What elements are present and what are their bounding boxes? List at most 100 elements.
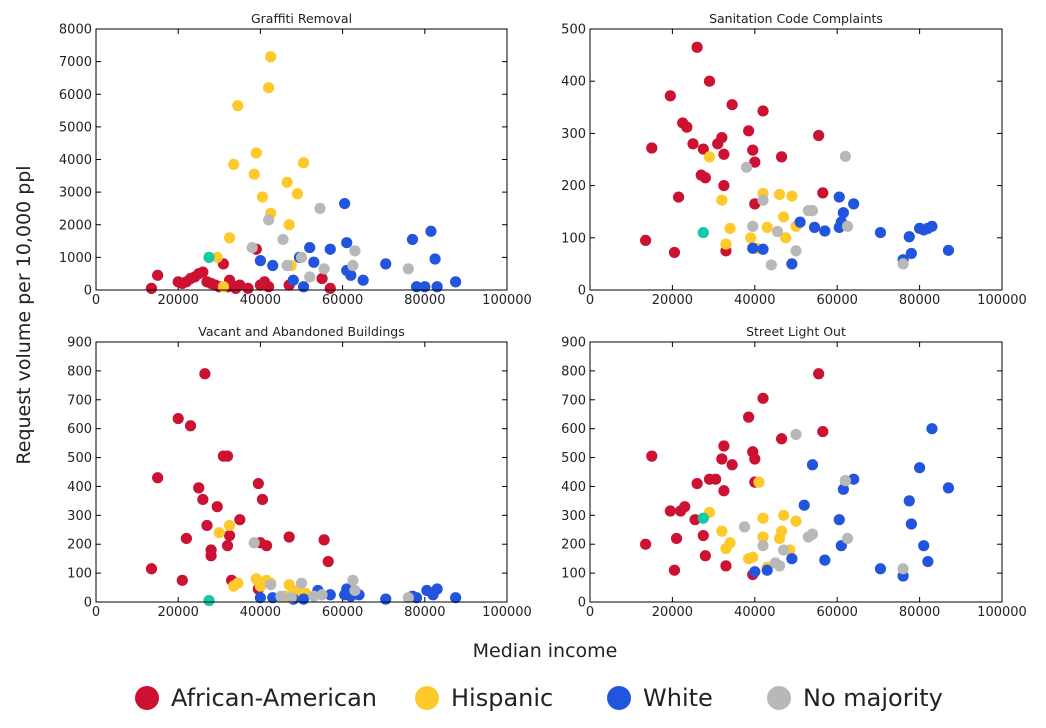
data-point — [256, 191, 269, 203]
data-point — [726, 99, 738, 111]
data-point — [248, 537, 260, 549]
data-point — [277, 233, 289, 246]
y-axis-label: Request volume per 10,000 ppl — [13, 165, 35, 464]
panel-4: Street Light Out 0 20000 40000 60000 80000 100… — [561, 324, 1027, 620]
legend-marker — [135, 686, 159, 710]
data-point — [234, 514, 246, 526]
data-point — [786, 553, 798, 565]
data-point — [841, 220, 854, 232]
data-point — [431, 281, 443, 293]
data-point — [664, 505, 676, 517]
data-point — [429, 253, 441, 265]
x-tick-label: 20000 — [652, 605, 693, 620]
data-point — [874, 226, 887, 239]
data-point — [221, 540, 234, 552]
y-tick-label: 5000 — [59, 120, 92, 135]
y-tick-label: 300 — [561, 127, 586, 142]
data-point — [710, 473, 722, 485]
legend-marker — [415, 686, 439, 710]
data-point — [646, 142, 658, 154]
data-point — [145, 282, 158, 294]
data-point — [905, 518, 917, 530]
data-point — [794, 216, 806, 228]
data-point — [718, 148, 730, 160]
data-point — [747, 242, 759, 254]
x-tick-label: 60000 — [817, 605, 858, 620]
data-point — [197, 266, 209, 278]
x-tick-label: 0 — [586, 293, 594, 308]
data-point — [837, 207, 849, 219]
data-point — [668, 564, 681, 576]
data-point — [773, 188, 786, 201]
data-point — [897, 258, 909, 270]
y-tick-label: 300 — [67, 509, 92, 524]
data-point — [283, 219, 295, 231]
data-point — [450, 276, 462, 288]
data-point — [687, 138, 699, 150]
data-point — [926, 423, 938, 435]
data-point — [252, 477, 264, 490]
data-point — [316, 272, 328, 285]
data-point — [689, 514, 701, 526]
x-tick-label: 60000 — [322, 293, 363, 308]
y-tick-label: 200 — [561, 538, 586, 553]
data-point — [753, 476, 765, 488]
data-point — [201, 519, 213, 532]
data-point — [287, 274, 299, 286]
data-point — [833, 221, 845, 233]
x-tick-label: 80000 — [899, 605, 940, 620]
y-tick-label: 3000 — [59, 186, 92, 201]
data-point — [874, 563, 887, 575]
x-tick-label: 60000 — [322, 605, 363, 620]
y-tick-label: 2000 — [59, 218, 92, 233]
data-point — [903, 495, 915, 507]
x-tick-label: 100000 — [482, 293, 532, 308]
data-point — [926, 220, 938, 232]
data-point — [380, 593, 392, 605]
data-point — [703, 75, 716, 87]
data-point — [761, 564, 773, 576]
y-tick-label: 4000 — [59, 153, 92, 168]
data-point — [747, 220, 759, 232]
data-point — [670, 532, 683, 545]
data-point — [942, 244, 955, 256]
data-point — [263, 281, 275, 293]
data-point — [790, 515, 802, 527]
data-point — [324, 282, 336, 294]
data-point — [771, 225, 784, 238]
y-tick-label: 100 — [561, 567, 586, 582]
data-point — [431, 583, 443, 595]
data-point — [260, 540, 273, 552]
data-point — [213, 527, 225, 539]
data-point — [672, 191, 685, 203]
legend-marker — [607, 686, 631, 710]
y-tick-label: 1000 — [59, 251, 92, 266]
data-point — [304, 271, 316, 283]
data-point — [786, 258, 798, 270]
data-point — [833, 514, 845, 526]
data-point — [254, 255, 266, 267]
data-point — [176, 574, 188, 586]
data-point — [848, 473, 860, 485]
data-point — [808, 221, 821, 233]
x-tick-label: 40000 — [240, 293, 281, 308]
x-tick-label: 0 — [92, 605, 100, 620]
data-point — [790, 428, 802, 441]
legend: African-American Hispanic White No majority — [135, 684, 943, 712]
data-point — [720, 238, 732, 250]
data-point — [720, 560, 732, 572]
y-tick-label: 100 — [561, 231, 586, 246]
data-point — [841, 532, 854, 545]
data-point — [778, 544, 790, 556]
panel-title: Graffiti Removal — [251, 11, 352, 26]
data-point — [780, 232, 792, 244]
data-point — [718, 440, 730, 452]
panel-2: Sanitation Code Complaints 0 20000 40000 600… — [561, 11, 1027, 308]
data-point — [773, 560, 786, 572]
data-point — [267, 259, 279, 272]
data-point — [265, 51, 277, 63]
data-point — [193, 482, 205, 494]
data-point — [402, 592, 414, 604]
data-point — [724, 222, 736, 235]
